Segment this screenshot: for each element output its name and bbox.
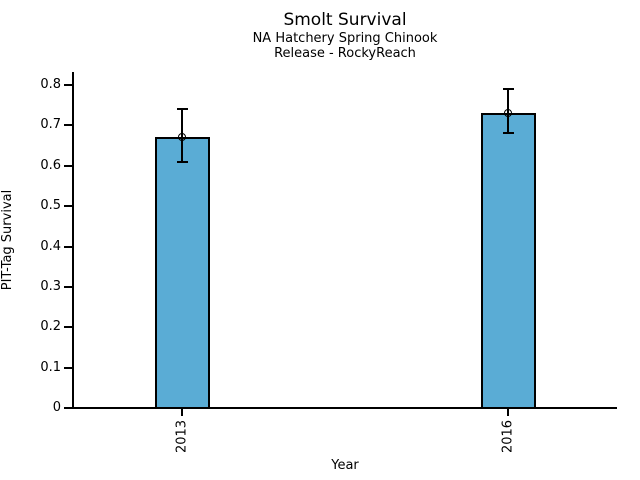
- y-tick-label-0.6: 0.6: [40, 157, 61, 173]
- bar-2016: [480, 113, 536, 409]
- x-tick-2016: [507, 409, 509, 416]
- y-tick-label-0.5: 0.5: [40, 198, 61, 214]
- error-bar-cap-top-2016: [502, 88, 514, 91]
- y-tick-label-0.3: 0.3: [40, 278, 61, 294]
- chart-subtitle-line2: Release - RockyReach: [274, 46, 416, 61]
- error-bar-cap-top-2013: [176, 108, 188, 111]
- y-tick-0.4: [64, 245, 72, 248]
- y-tick-label-0: 0: [52, 400, 61, 415]
- y-tick-label-0.7: 0.7: [40, 117, 61, 133]
- y-tick-0.3: [64, 285, 72, 288]
- x-axis-title: Year: [331, 458, 359, 473]
- x-tick-label-2016: 2016: [500, 419, 516, 454]
- y-tick-0: [64, 407, 72, 409]
- point-marker-2016: [504, 109, 512, 118]
- y-tick-label-0.4: 0.4: [40, 238, 61, 254]
- error-bar-cap-bottom-2013: [176, 160, 188, 163]
- y-tick-0.7: [64, 124, 72, 127]
- point-marker-2013: [178, 133, 186, 142]
- x-axis-line: [72, 407, 617, 409]
- x-tick-label-2013: 2013: [174, 419, 190, 454]
- y-tick-label-0.8: 0.8: [40, 77, 61, 92]
- y-tick-0.6: [64, 164, 72, 167]
- y-tick-label-0.1: 0.1: [40, 359, 61, 375]
- bar-2013: [154, 137, 210, 409]
- chart-subtitle-line1: NA Hatchery Spring Chinook: [252, 31, 438, 46]
- y-tick-0.5: [64, 205, 72, 208]
- y-tick-label-0.2: 0.2: [40, 319, 61, 335]
- error-bar-cap-bottom-2016: [502, 132, 514, 135]
- y-tick-0.1: [64, 366, 72, 369]
- y-tick-0.2: [64, 326, 72, 329]
- y-axis-line: [72, 72, 74, 409]
- x-tick-2013: [181, 409, 183, 416]
- chart-title: Smolt Survival: [283, 10, 407, 30]
- y-tick-0.8: [64, 84, 72, 86]
